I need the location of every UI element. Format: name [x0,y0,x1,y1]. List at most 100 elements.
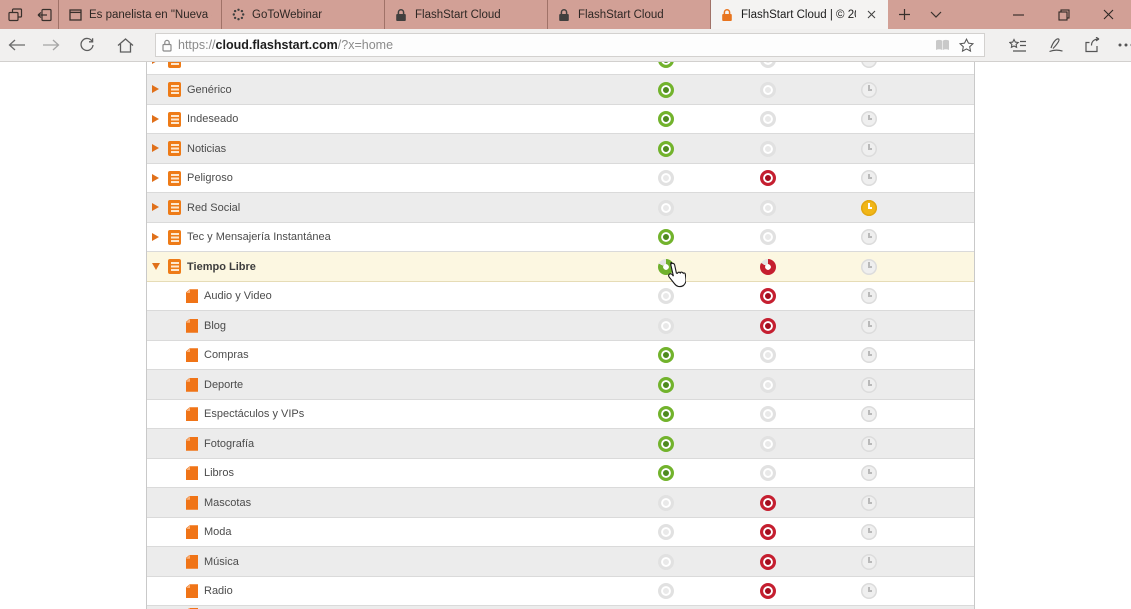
allow-toggle[interactable] [658,229,674,246]
allow-toggle[interactable] [658,111,674,128]
reading-view-icon[interactable] [930,34,954,56]
url-field[interactable]: https://cloud.flashstart.com/?x=home [155,33,985,57]
allow-toggle[interactable] [658,435,674,452]
set-tabs-aside-icon[interactable] [2,0,29,29]
collapse-arrow-icon[interactable] [152,263,160,271]
table-row-content: Libros [147,459,974,489]
expand-arrow-icon[interactable] [152,62,159,64]
expand-arrow-icon[interactable] [152,85,159,94]
allow-toggle[interactable] [658,258,674,275]
more-settings-icon[interactable] [1108,29,1131,61]
block-toggle[interactable] [760,553,776,570]
block-toggle[interactable] [760,494,776,511]
browser-tab[interactable]: FlashStart Cloud | © 20 [711,0,888,29]
address-bar: https://cloud.flashstart.com/?x=home [0,29,1131,62]
hub-favorites-icon[interactable] [1000,29,1036,61]
tab-close-icon[interactable] [863,7,879,23]
schedule-toggle[interactable] [861,81,877,98]
schedule-toggle[interactable] [861,494,877,511]
allow-toggle[interactable] [658,288,674,305]
schedule-toggle[interactable] [861,170,877,187]
block-toggle[interactable] [760,140,776,157]
schedule-toggle[interactable] [861,229,877,246]
block-toggle[interactable] [760,524,776,541]
expand-arrow-icon[interactable] [152,232,159,241]
schedule-toggle[interactable] [861,317,877,334]
block-toggle[interactable] [760,229,776,246]
allow-toggle[interactable] [658,62,674,69]
block-toggle[interactable] [760,583,776,600]
tabs-set-aside-icon[interactable] [30,0,57,29]
block-toggle[interactable] [760,111,776,128]
back-button[interactable] [0,29,34,61]
browser-tab[interactable]: FlashStart Cloud [548,0,711,29]
allow-toggle[interactable] [658,465,674,482]
block-toggle[interactable] [760,199,776,216]
browser-tab[interactable]: GoToWebinar [222,0,385,29]
allow-toggle[interactable] [658,524,674,541]
category-label: Tiempo Libre [187,260,256,273]
block-toggle[interactable] [760,435,776,452]
block-toggle[interactable] [760,376,776,393]
allow-toggle[interactable] [658,81,674,98]
refresh-button[interactable] [70,29,104,61]
allow-toggle[interactable] [658,140,674,157]
block-toggle[interactable] [760,258,776,275]
schedule-toggle[interactable] [861,406,877,423]
schedule-toggle[interactable] [861,140,877,157]
block-toggle[interactable] [760,288,776,305]
category-label: Espectáculos y VIPs [204,408,305,421]
allow-toggle[interactable] [658,376,674,393]
schedule-toggle[interactable] [861,524,877,541]
home-button[interactable] [108,29,142,61]
category-folder-icon [168,200,181,216]
browser-tab[interactable]: FlashStart Cloud [385,0,548,29]
block-toggle[interactable] [760,465,776,482]
forward-button[interactable] [34,29,68,61]
schedule-toggle[interactable] [861,62,877,69]
schedule-toggle[interactable] [861,199,877,216]
expand-arrow-icon[interactable] [152,114,159,123]
allow-toggle[interactable] [658,406,674,423]
table-row-content: Genérico [147,75,974,105]
allow-toggle[interactable] [658,494,674,511]
category-label: Noticias [187,142,227,155]
table-row [147,606,974,609]
category-folder-icon [168,111,181,127]
schedule-toggle[interactable] [861,258,877,275]
expand-arrow-icon[interactable] [152,144,159,153]
web-note-pen-icon[interactable] [1038,29,1074,61]
block-toggle[interactable] [760,406,776,423]
schedule-toggle[interactable] [861,435,877,452]
schedule-toggle[interactable] [861,583,877,600]
block-toggle[interactable] [760,347,776,364]
expand-arrow-icon[interactable] [152,203,159,212]
block-toggle[interactable] [760,317,776,334]
schedule-toggle[interactable] [861,465,877,482]
browser-tab[interactable]: Es panelista en "Nueva Solu [59,0,222,29]
schedule-toggle[interactable] [861,553,877,570]
close-window-button[interactable] [1086,0,1131,29]
block-toggle[interactable] [760,62,776,69]
schedule-toggle[interactable] [861,288,877,305]
share-icon[interactable] [1074,29,1110,61]
table-row-content: Música [147,547,974,577]
allow-toggle[interactable] [658,347,674,364]
allow-toggle[interactable] [658,317,674,334]
allow-toggle[interactable] [658,553,674,570]
minimize-button[interactable] [996,0,1041,29]
block-toggle[interactable] [760,81,776,98]
tab-preview-chevron-icon[interactable] [921,0,951,29]
add-favorite-star-icon[interactable] [954,34,978,56]
allow-toggle[interactable] [658,199,674,216]
schedule-toggle[interactable] [861,376,877,393]
allow-toggle[interactable] [658,170,674,187]
allow-toggle[interactable] [658,583,674,600]
restore-button[interactable] [1041,0,1086,29]
expand-arrow-icon[interactable] [152,173,159,182]
category-label: Indeseado [187,113,239,126]
new-tab-button[interactable] [889,0,919,29]
schedule-toggle[interactable] [861,111,877,128]
schedule-toggle[interactable] [861,347,877,364]
block-toggle[interactable] [760,170,776,187]
